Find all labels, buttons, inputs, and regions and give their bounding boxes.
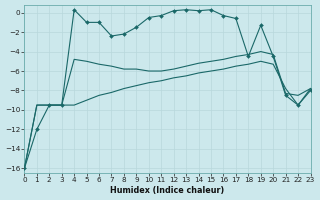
X-axis label: Humidex (Indice chaleur): Humidex (Indice chaleur) (110, 186, 225, 195)
